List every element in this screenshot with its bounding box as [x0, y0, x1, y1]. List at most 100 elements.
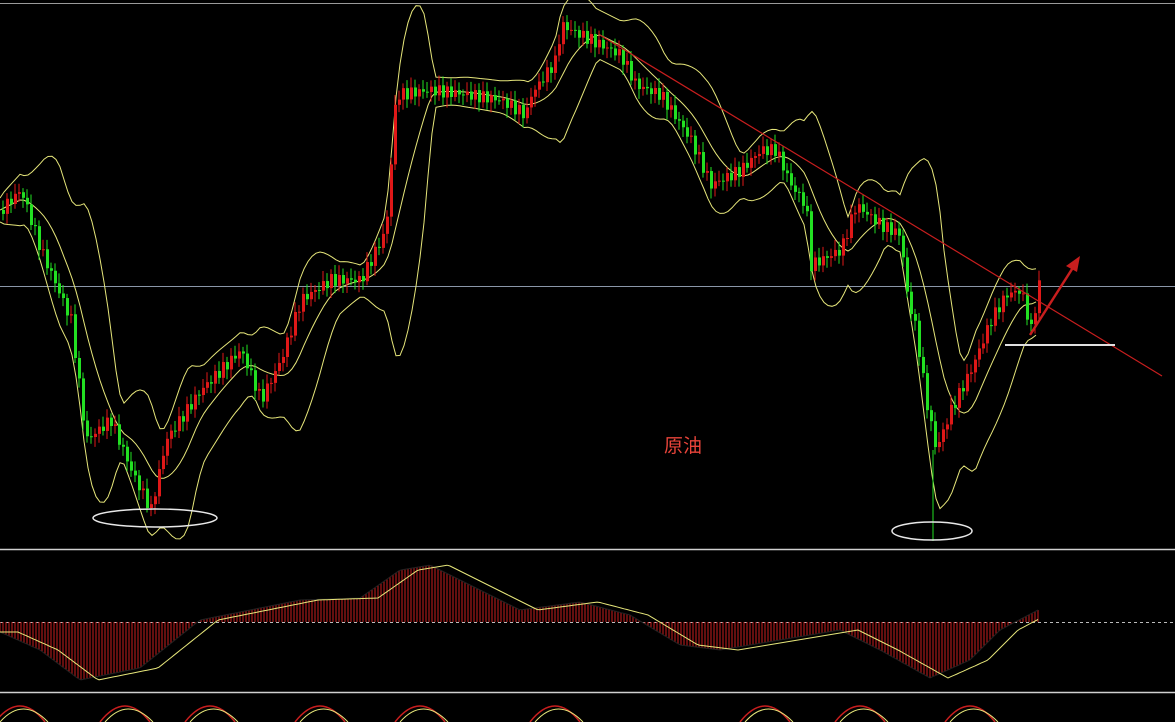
candle-body [98, 426, 101, 434]
candle-body [58, 283, 61, 294]
candle-body [146, 488, 149, 508]
oscillator-line [739, 705, 791, 722]
candle-body [14, 193, 17, 204]
candle-body [322, 281, 325, 291]
candle-body [414, 87, 417, 97]
candle-body [190, 404, 193, 410]
candle-body [530, 96, 533, 108]
candle-body [434, 86, 437, 96]
candle-body [514, 100, 517, 115]
candle-body [642, 86, 645, 90]
candle-body [94, 433, 97, 438]
candle-body [890, 222, 893, 235]
oscillator-line [944, 705, 996, 722]
candle-body [994, 307, 997, 326]
candle-body [866, 211, 869, 215]
candle-body [1018, 290, 1021, 294]
candle-body [774, 144, 777, 156]
candle-body [342, 275, 345, 284]
candle-body [446, 86, 449, 98]
candle-body [274, 371, 277, 383]
candle-body [998, 307, 1001, 313]
candle-body [850, 214, 853, 238]
candle-body [674, 105, 677, 120]
candle-body [298, 311, 301, 313]
candle-body [826, 256, 829, 258]
candle-body [686, 127, 689, 137]
candle-body [86, 420, 89, 437]
candle-body [302, 293, 305, 312]
candle-body [770, 144, 773, 156]
candle-body [194, 394, 197, 410]
arrow-head [1066, 256, 1080, 272]
candle-body [714, 181, 717, 189]
candle-body [294, 312, 297, 336]
candle-body [110, 417, 113, 426]
highlight-ellipse [92, 508, 218, 528]
candle-body [330, 274, 333, 289]
oscillator-line [0, 705, 46, 722]
candle-body [38, 226, 41, 250]
candle-body [946, 424, 949, 430]
candle-body [250, 368, 253, 371]
candle-body [450, 86, 453, 97]
candle-body [202, 387, 205, 396]
candle-body [502, 98, 505, 101]
candle-body [626, 61, 629, 65]
candle-body [666, 92, 669, 110]
chart-label: 原油 [664, 435, 702, 457]
candle-body [82, 378, 85, 421]
candle-body [106, 417, 109, 431]
candle-body [722, 180, 725, 182]
candle-body [378, 246, 381, 248]
oscillator-line [744, 708, 794, 722]
trend-line [599, 34, 1163, 377]
candle-body [142, 488, 145, 491]
oscillator-line [294, 705, 346, 722]
candle-body [278, 362, 281, 372]
macd-panel [0, 564, 1039, 681]
candle-body [398, 99, 401, 105]
candle-body [114, 424, 117, 426]
candle-body [246, 353, 249, 369]
candle-body [362, 276, 365, 282]
candle-body [754, 156, 757, 158]
candle-body [858, 204, 861, 213]
oscillator-line [839, 708, 889, 722]
candle-body [1010, 292, 1013, 298]
candle-body [1030, 319, 1033, 325]
candle-body [622, 49, 625, 65]
candle-body [658, 88, 661, 100]
candle-body [262, 389, 265, 402]
candle-body [306, 293, 309, 300]
candle-body [350, 278, 353, 280]
candle-body [334, 274, 337, 286]
candle-body [214, 370, 217, 384]
candle-body [934, 421, 937, 448]
candle-body [410, 87, 413, 100]
candle-body [402, 88, 405, 100]
candle-body [118, 424, 121, 445]
candle-body [802, 192, 805, 206]
candle-body [134, 470, 137, 476]
candle-body [26, 197, 29, 205]
candle-body [606, 47, 609, 49]
candle-body [498, 100, 501, 102]
candle-body [670, 105, 673, 110]
candle-body [886, 222, 889, 232]
candle-body [346, 278, 349, 284]
candle-body [270, 382, 273, 384]
candle-body [830, 256, 833, 258]
candle-body [954, 404, 957, 408]
candle-body [730, 172, 733, 181]
candle-body [318, 289, 321, 291]
candle-body [938, 441, 941, 448]
oscillator-line [394, 705, 446, 722]
oscillator-panel [0, 705, 999, 722]
candle-body [526, 107, 529, 119]
candle-body [1006, 295, 1009, 298]
oscillator-line [399, 708, 449, 722]
band-line [0, 0, 1037, 430]
candle-body [806, 205, 809, 212]
candle-body [242, 351, 245, 354]
